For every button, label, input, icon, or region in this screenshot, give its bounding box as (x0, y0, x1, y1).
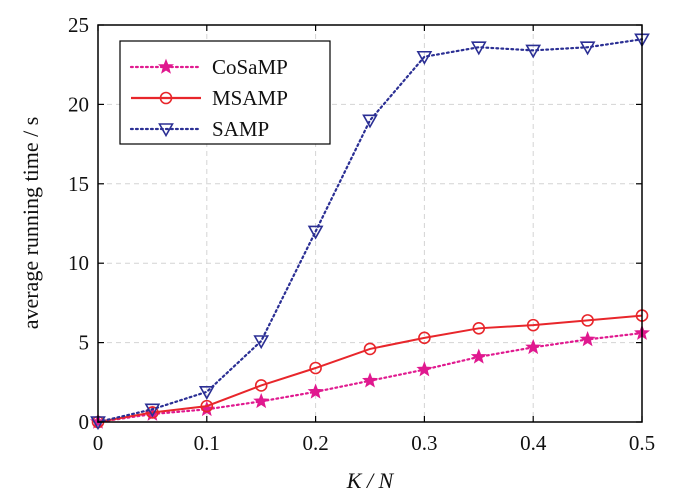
y-tick-label: 0 (79, 410, 90, 434)
series-layer (90, 33, 650, 431)
legend-label-samp: SAMP (212, 117, 269, 141)
data-point-samp (198, 386, 215, 400)
data-point-cosamp (579, 331, 596, 347)
y-tick-label: 15 (68, 172, 89, 196)
data-point-samp (362, 114, 378, 129)
data-point-samp (416, 50, 433, 65)
data-point-msamp (309, 361, 322, 375)
x-tick-label: 0.1 (194, 431, 220, 455)
data-point-msamp (200, 399, 214, 413)
x-tick-label: 0.4 (520, 431, 547, 455)
legend-label-msamp: MSAMP (212, 86, 288, 110)
data-point-samp (253, 335, 270, 350)
legend-marker-samp (158, 123, 174, 138)
data-point-cosamp (416, 361, 433, 377)
data-point-cosamp (253, 392, 270, 409)
series-samp (90, 33, 650, 431)
data-point-cosamp (362, 372, 378, 388)
data-point-msamp (363, 342, 377, 356)
data-point-samp (470, 41, 487, 56)
legend-label-cosamp: CoSaMP (212, 55, 288, 79)
data-point-msamp (146, 406, 159, 419)
y-tick-label: 10 (68, 251, 89, 275)
data-point-msamp (581, 314, 594, 327)
data-point-cosamp (307, 383, 324, 399)
x-tick-label: 0.2 (302, 431, 328, 455)
y-axis-title: average running time / s (18, 117, 43, 330)
data-point-samp (144, 403, 161, 418)
x-tick-label: 0 (93, 431, 104, 455)
data-point-samp (307, 225, 324, 240)
y-tick-label: 20 (68, 92, 89, 116)
x-tick-label: 0.3 (411, 431, 437, 455)
y-tick-label: 25 (68, 13, 89, 37)
x-axis-title: K / N (346, 468, 395, 493)
data-point-samp (525, 44, 542, 59)
data-point-msamp (254, 379, 268, 392)
series-line-msamp (97, 314, 643, 423)
plot-frame (97, 24, 643, 423)
data-point-msamp (472, 322, 486, 335)
series-line-samp (96, 38, 644, 424)
data-point-cosamp (470, 348, 487, 364)
ticks: 0 0.1 0.2 0.3 0.4 0.5 0 5 10 15 20 25 (68, 13, 655, 455)
data-point-msamp (418, 331, 431, 345)
legend-marker-msamp (159, 91, 173, 105)
data-point-samp (579, 41, 596, 56)
data-point-cosamp (525, 338, 542, 355)
y-tick-label: 5 (79, 331, 90, 355)
x-tick-label: 0.5 (629, 431, 655, 455)
legend-box (119, 40, 331, 145)
data-point-msamp (526, 318, 540, 332)
legend-marker-cosamp (158, 58, 174, 74)
legend: CoSaMP MSAMP SAMP (119, 40, 331, 145)
